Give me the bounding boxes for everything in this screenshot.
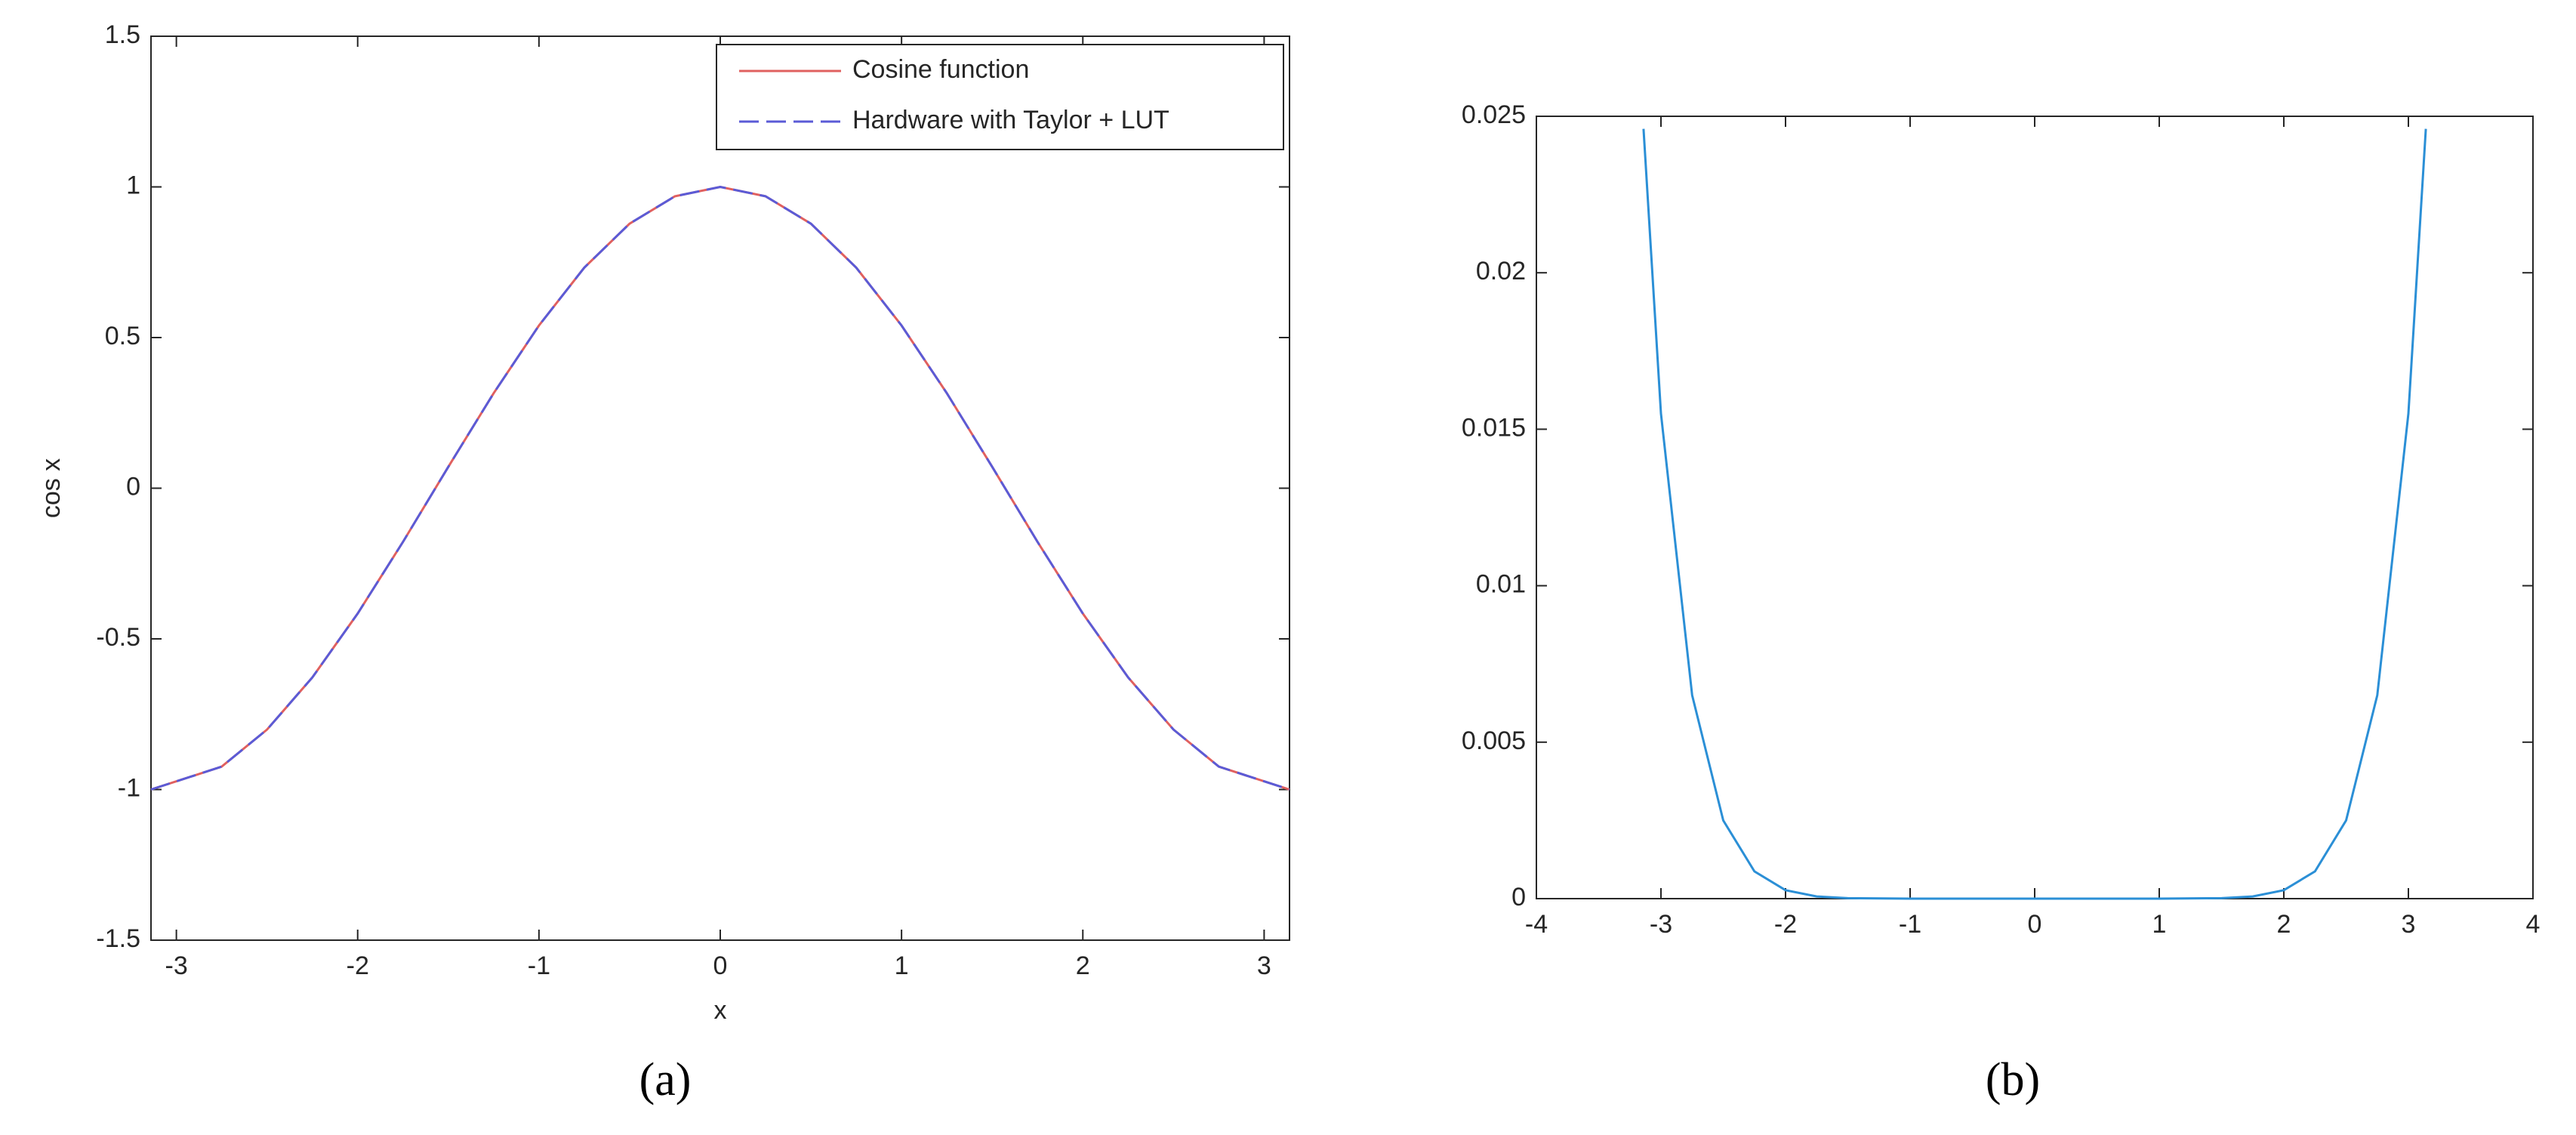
x-tick-label: 1 bbox=[895, 951, 909, 980]
plot-area bbox=[150, 35, 1290, 941]
y-tick-label: 0.015 bbox=[1462, 413, 1526, 442]
x-tick-label: -1 bbox=[528, 951, 550, 980]
y-tick-label: 0.025 bbox=[1462, 100, 1526, 129]
x-tick-label: -2 bbox=[1774, 910, 1797, 939]
x-tick-label: -3 bbox=[165, 951, 188, 980]
x-tick-label: 4 bbox=[2526, 910, 2541, 939]
y-tick-label: 0.02 bbox=[1476, 257, 1526, 285]
y-tick-label: 0.01 bbox=[1476, 570, 1526, 599]
series-line bbox=[150, 185, 1290, 791]
panel-label: (a) bbox=[639, 1054, 692, 1106]
x-tick-label: 3 bbox=[2402, 910, 2416, 939]
x-axis-label: x bbox=[714, 996, 727, 1025]
x-tick-label: 3 bbox=[1257, 951, 1271, 980]
y-tick-label: 0.005 bbox=[1462, 726, 1526, 755]
x-tick-label: 2 bbox=[1076, 951, 1090, 980]
y-tick-label: -1 bbox=[118, 773, 140, 802]
series-line bbox=[1642, 128, 2427, 900]
y-tick-label: 0 bbox=[1511, 883, 1526, 911]
x-tick-label: -4 bbox=[1525, 910, 1548, 939]
y-tick-label: -1.5 bbox=[96, 924, 140, 953]
legend-box bbox=[716, 44, 1284, 150]
x-tick-label: -1 bbox=[1899, 910, 1921, 939]
plot-area bbox=[1536, 116, 2534, 899]
x-tick-label: 0 bbox=[713, 951, 728, 980]
x-tick-label: -3 bbox=[1650, 910, 1672, 939]
x-tick-label: 0 bbox=[2028, 910, 2042, 939]
legend-label: Cosine function bbox=[852, 55, 1029, 84]
x-tick-label: 2 bbox=[2277, 910, 2291, 939]
y-tick-label: 1.5 bbox=[105, 20, 140, 49]
x-tick-label: -2 bbox=[347, 951, 369, 980]
x-tick-label: 1 bbox=[2152, 910, 2167, 939]
panel-label: (b) bbox=[1986, 1054, 2040, 1106]
y-tick-label: 0.5 bbox=[105, 322, 140, 350]
y-tick-label: 0 bbox=[126, 472, 140, 501]
y-tick-label: -0.5 bbox=[96, 623, 140, 652]
y-axis-label: cos x bbox=[37, 458, 66, 518]
y-tick-label: 1 bbox=[126, 171, 140, 199]
legend-label: Hardware with Taylor + LUT bbox=[852, 106, 1169, 134]
